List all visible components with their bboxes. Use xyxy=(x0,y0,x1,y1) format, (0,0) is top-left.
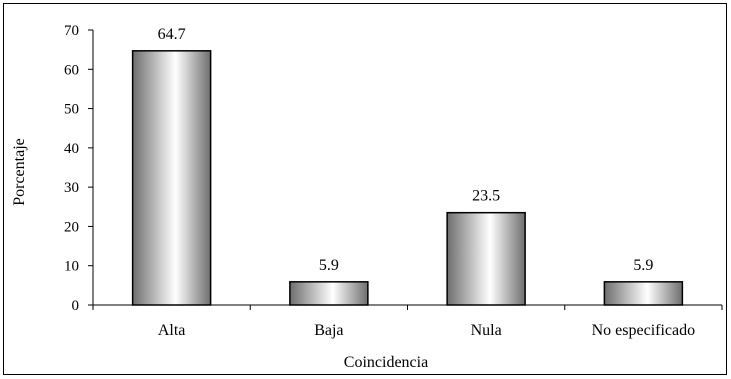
data-label: 23.5 xyxy=(472,188,500,205)
y-tick-label: 30 xyxy=(64,180,79,196)
y-tick-label: 50 xyxy=(64,102,79,118)
data-label: 5.9 xyxy=(633,257,653,274)
bars xyxy=(131,50,684,306)
y-tick-label: 60 xyxy=(64,62,79,78)
x-axis-title: Coincidencia xyxy=(344,354,428,371)
y-tick-label: 40 xyxy=(64,141,79,157)
data-label: 64.7 xyxy=(158,26,186,43)
category-label: Nula xyxy=(471,322,502,339)
y-axis-title: Porcentaje xyxy=(11,138,28,206)
y-tick-label: 0 xyxy=(72,298,80,314)
bar xyxy=(603,281,684,306)
labels: 64.7 Alta 5.9 Baja 23.5 Nula 5.9 No especificad… xyxy=(158,26,696,339)
y-tick-label: 10 xyxy=(64,259,79,275)
chart-frame xyxy=(3,3,727,375)
category-label: No especificado xyxy=(592,322,696,339)
data-label: 5.9 xyxy=(319,257,339,274)
bar xyxy=(131,50,212,306)
y-tick-label: 20 xyxy=(64,219,79,235)
category-label: Alta xyxy=(158,322,186,339)
category-label: Baja xyxy=(314,322,343,339)
bar xyxy=(446,211,526,306)
y-tick-label: 70 xyxy=(64,23,79,39)
bar xyxy=(289,281,369,306)
